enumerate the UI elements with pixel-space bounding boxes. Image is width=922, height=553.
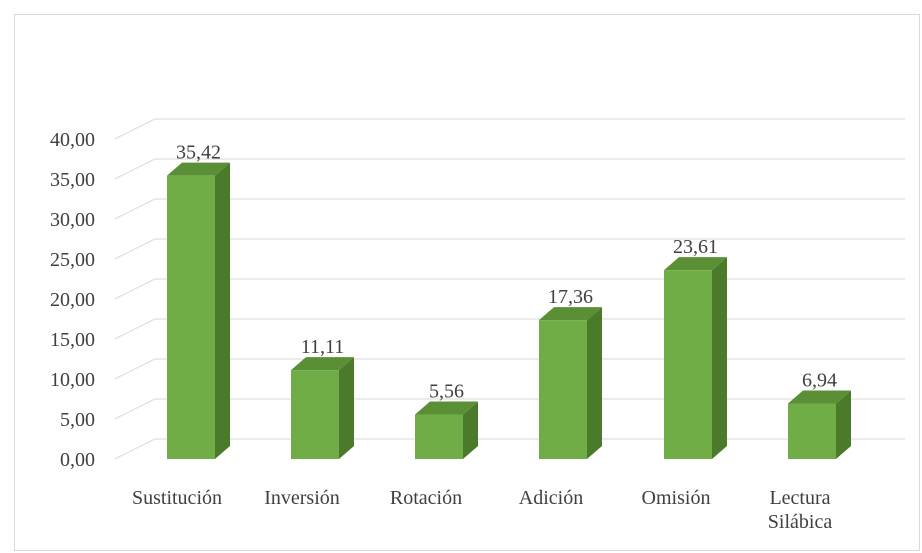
bar-side	[587, 307, 602, 459]
bar-side	[215, 162, 230, 459]
bar-side	[836, 390, 851, 459]
category-label: Omisión	[642, 487, 711, 509]
bar-top	[167, 162, 230, 176]
category-label: Inversión	[264, 487, 340, 509]
data-label: 23,61	[673, 236, 718, 258]
y-tick-label: 15,00	[50, 329, 95, 351]
gridline	[114, 118, 905, 140]
bar-front	[664, 270, 712, 459]
data-label: 6,94	[802, 369, 837, 391]
gridline	[114, 398, 905, 420]
category-labels: Sustitución Inversión Rotación Adición Omisi…	[132, 487, 832, 533]
chart-frame	[14, 14, 920, 551]
bar	[415, 401, 478, 459]
y-tick-label: 25,00	[50, 249, 95, 271]
y-tick-label: 40,00	[50, 129, 95, 151]
data-label: 17,36	[548, 286, 593, 308]
bar-top	[415, 401, 478, 415]
y-tick-label: 20,00	[50, 289, 95, 311]
gridline	[114, 238, 905, 260]
bar	[788, 390, 851, 459]
bar-front	[167, 175, 215, 459]
bar-top	[539, 307, 602, 321]
bar	[291, 357, 354, 459]
bar-front	[788, 403, 836, 459]
category-label: Adición	[519, 487, 583, 509]
data-label: 11,11	[301, 336, 345, 358]
bars	[167, 162, 851, 459]
bar-side	[463, 401, 478, 459]
data-label: 5,56	[429, 381, 464, 403]
category-label: Lectura Silábica	[768, 487, 833, 533]
data-labels: 35,42 11,11 5,56 17,36 23,61 6,94	[176, 142, 837, 403]
bar-top	[664, 257, 727, 271]
category-label: Sustitución	[132, 487, 222, 509]
bar-side	[712, 257, 727, 459]
bar-front	[415, 414, 463, 459]
bar-front	[539, 320, 587, 459]
y-tick-label: 0,00	[60, 449, 95, 471]
gridline	[114, 278, 905, 300]
bar-front	[291, 370, 339, 459]
bar	[539, 307, 602, 459]
bar	[664, 257, 727, 459]
bar-top	[291, 357, 354, 371]
y-tick-label: 10,00	[50, 369, 95, 391]
gridlines	[114, 118, 905, 460]
y-tick-label: 30,00	[50, 209, 95, 231]
y-tick-label: 35,00	[50, 169, 95, 191]
data-label: 35,42	[176, 142, 221, 164]
bar-top	[788, 390, 851, 404]
gridline	[114, 158, 905, 180]
category-label: Rotación	[390, 487, 462, 509]
gridline	[114, 438, 905, 460]
bar	[167, 162, 230, 459]
gridline	[114, 358, 905, 380]
y-tick-label: 5,00	[60, 409, 95, 431]
gridline	[114, 318, 905, 340]
bar-side	[339, 357, 354, 459]
y-axis-ticks: 0,00 5,00 10,00 15,00 20,00 25,00 30,00 35,00 40…	[50, 129, 95, 471]
gridline	[114, 198, 905, 220]
